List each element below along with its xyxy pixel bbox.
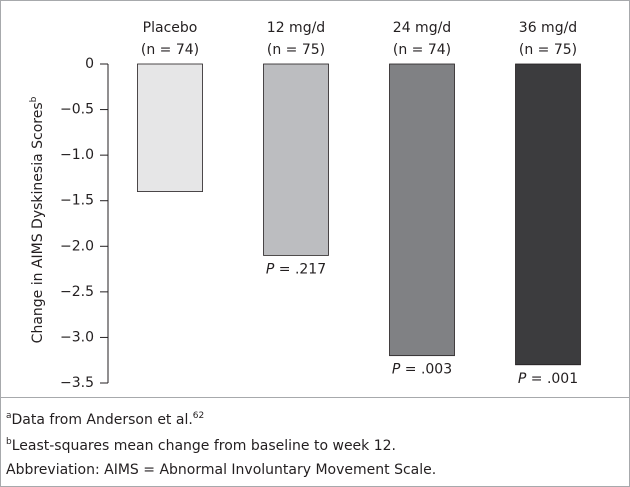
y-tick-label: −1.0 bbox=[60, 147, 94, 163]
y-tick-label: 0 bbox=[85, 56, 94, 72]
footnote-mark: a bbox=[6, 411, 12, 421]
footnote: Abbreviation: AIMS = Abnormal Involuntar… bbox=[6, 462, 436, 478]
y-tick-label: −2.5 bbox=[60, 284, 94, 300]
n-label: (n = 74) bbox=[141, 42, 199, 58]
y-label-text: Change in AIMS Dyskinesia Scores bbox=[30, 102, 46, 343]
category-label: 24 mg/d bbox=[393, 20, 451, 36]
footnote-text: Least-squares mean change from baseline … bbox=[12, 438, 396, 454]
footnote-ref: 62 bbox=[193, 411, 204, 421]
footnote: aData from Anderson et al.62 bbox=[6, 411, 204, 429]
y-tick-label: −3.0 bbox=[60, 329, 94, 345]
n-label: (n = 75) bbox=[267, 42, 325, 58]
footnote: bLeast-squares mean change from baseline… bbox=[6, 437, 396, 455]
category-label: 12 mg/d bbox=[267, 20, 325, 36]
category-label: 36 mg/d bbox=[519, 20, 577, 36]
n-label: (n = 75) bbox=[519, 42, 577, 58]
footnote-text: Data from Anderson et al. bbox=[12, 412, 193, 428]
p-label: P = .001 bbox=[518, 371, 578, 387]
p-label: P = .217 bbox=[266, 261, 326, 277]
y-tick-label: −2.0 bbox=[60, 238, 94, 254]
bar bbox=[515, 63, 581, 366]
n-label: (n = 74) bbox=[393, 42, 451, 58]
y-tick-label: −0.5 bbox=[60, 102, 94, 118]
category-label: Placebo bbox=[143, 20, 198, 36]
y-tick-label: −3.5 bbox=[60, 375, 94, 391]
y-label-note: b bbox=[29, 96, 39, 102]
footnote-mark: b bbox=[6, 437, 12, 447]
bar bbox=[263, 63, 329, 256]
bar bbox=[389, 63, 455, 357]
y-tick-label: −1.5 bbox=[60, 193, 94, 209]
y-axis-label: Change in AIMS Dyskinesia Scoresb bbox=[29, 96, 47, 343]
p-label: P = .003 bbox=[392, 362, 452, 378]
bar bbox=[137, 63, 203, 192]
